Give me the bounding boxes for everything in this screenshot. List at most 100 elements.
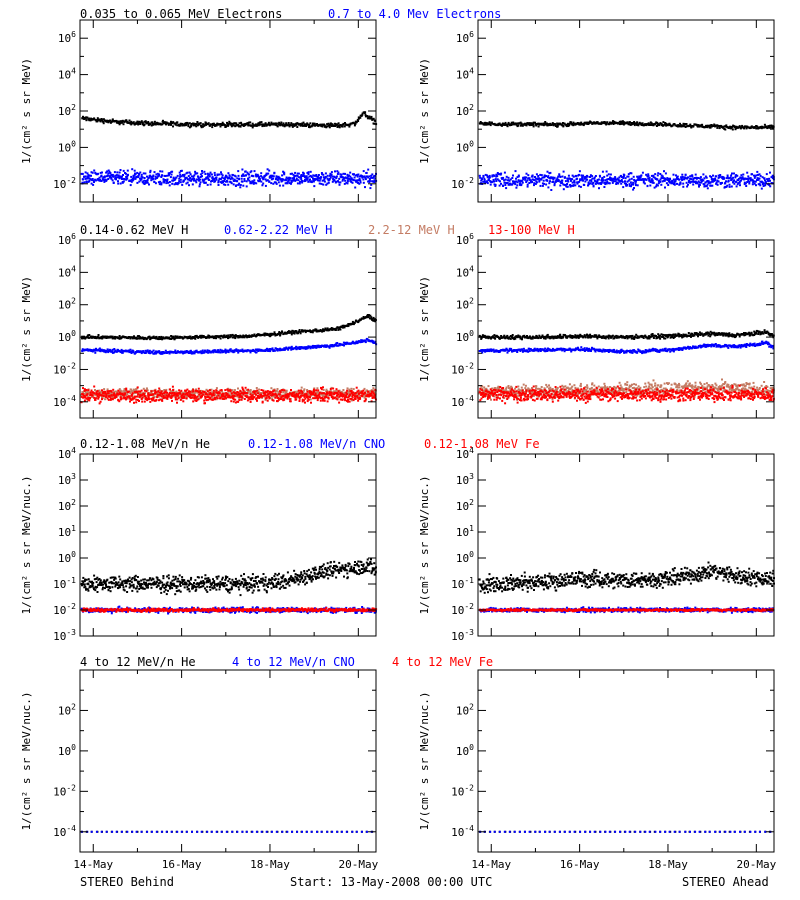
data-point bbox=[562, 125, 565, 128]
data-point bbox=[304, 124, 307, 127]
data-point bbox=[100, 394, 103, 397]
data-point bbox=[264, 350, 267, 352]
data-point bbox=[134, 123, 137, 125]
data-point bbox=[99, 179, 102, 182]
data-point bbox=[692, 177, 695, 180]
data-point bbox=[341, 125, 344, 128]
data-point bbox=[728, 185, 731, 188]
data-point bbox=[224, 176, 227, 179]
data-point bbox=[292, 123, 295, 126]
data-point bbox=[679, 122, 681, 125]
data-point bbox=[112, 181, 115, 184]
data-point bbox=[635, 122, 638, 125]
data-point bbox=[342, 389, 345, 391]
data-point bbox=[88, 174, 91, 177]
series-0-035-to-0-065-mev-electrons bbox=[478, 120, 775, 131]
data-point bbox=[164, 123, 167, 125]
data-point bbox=[209, 335, 212, 338]
data-point bbox=[153, 181, 156, 183]
data-point bbox=[146, 389, 149, 392]
data-point bbox=[614, 177, 617, 180]
data-point bbox=[115, 176, 118, 179]
data-point bbox=[143, 177, 146, 179]
data-point bbox=[217, 123, 220, 126]
data-point bbox=[267, 333, 270, 336]
data-point bbox=[152, 122, 155, 125]
data-point bbox=[193, 350, 196, 353]
data-point bbox=[636, 123, 638, 126]
data-point bbox=[626, 175, 629, 178]
data-point bbox=[192, 388, 195, 391]
data-point bbox=[602, 179, 604, 182]
data-point bbox=[317, 179, 320, 182]
data-point bbox=[85, 389, 88, 391]
data-point bbox=[318, 124, 321, 126]
data-point bbox=[277, 391, 280, 394]
data-point bbox=[188, 390, 191, 393]
data-point bbox=[740, 174, 743, 177]
data-point bbox=[543, 174, 546, 177]
data-point bbox=[358, 182, 361, 185]
data-point bbox=[324, 328, 326, 331]
data-point bbox=[733, 179, 735, 182]
data-point bbox=[327, 122, 330, 125]
data-point bbox=[112, 388, 115, 391]
data-point bbox=[329, 390, 332, 392]
data-point bbox=[100, 118, 103, 120]
data-point bbox=[195, 396, 197, 399]
data-point bbox=[489, 124, 492, 127]
data-point bbox=[227, 390, 230, 393]
data-point bbox=[226, 176, 229, 179]
data-point bbox=[737, 182, 740, 185]
data-point bbox=[704, 185, 707, 188]
data-point bbox=[318, 179, 321, 182]
data-point bbox=[128, 119, 131, 122]
data-point bbox=[756, 179, 758, 181]
data-point bbox=[251, 334, 254, 337]
data-point bbox=[135, 395, 138, 398]
data-point bbox=[243, 179, 246, 182]
data-point bbox=[161, 393, 164, 395]
data-point bbox=[118, 337, 121, 340]
data-point bbox=[249, 389, 252, 391]
data-point bbox=[322, 179, 325, 182]
data-point bbox=[348, 174, 351, 177]
data-point bbox=[215, 124, 218, 127]
data-point bbox=[733, 182, 736, 185]
data-point bbox=[648, 176, 651, 179]
data-point bbox=[508, 179, 511, 182]
data-point bbox=[104, 335, 107, 338]
data-point bbox=[182, 179, 185, 182]
data-point bbox=[622, 177, 625, 179]
data-point bbox=[221, 351, 224, 353]
y-tick-label: 104 bbox=[58, 67, 76, 82]
data-point bbox=[123, 388, 126, 390]
data-point bbox=[681, 179, 684, 181]
data-point bbox=[138, 395, 141, 398]
data-point bbox=[509, 182, 512, 185]
data-point bbox=[111, 351, 114, 354]
data-point bbox=[604, 179, 607, 182]
data-point bbox=[480, 182, 483, 185]
data-point bbox=[353, 179, 356, 182]
data-point bbox=[488, 174, 491, 177]
data-point bbox=[86, 398, 89, 401]
data-point bbox=[182, 393, 185, 395]
data-point bbox=[100, 180, 103, 182]
data-point bbox=[641, 122, 644, 125]
data-point bbox=[285, 123, 288, 126]
data-point bbox=[193, 122, 196, 125]
data-point bbox=[260, 172, 263, 175]
data-point bbox=[229, 335, 232, 338]
data-point bbox=[737, 177, 740, 180]
data-point bbox=[561, 179, 564, 182]
data-point bbox=[293, 347, 295, 350]
data-point bbox=[709, 181, 712, 184]
data-point bbox=[751, 179, 754, 182]
data-point bbox=[207, 122, 210, 125]
data-point bbox=[530, 124, 532, 126]
data-point bbox=[192, 390, 195, 393]
data-point bbox=[553, 182, 556, 185]
data-point bbox=[312, 122, 314, 125]
data-point bbox=[135, 122, 138, 125]
